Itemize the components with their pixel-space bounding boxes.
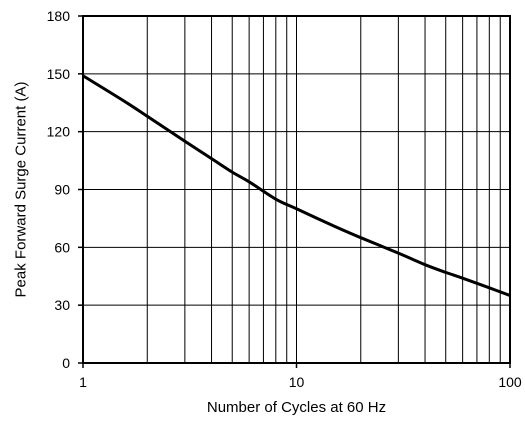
y-tick-label: 150 bbox=[47, 66, 71, 82]
tick-labels: 0 30 60 90 120 150 180 1 10 100 bbox=[47, 8, 522, 390]
y-tick-label: 60 bbox=[54, 239, 70, 255]
y-tick-label: 30 bbox=[54, 297, 70, 313]
x-axis-title: Number of Cycles at 60 Hz bbox=[207, 399, 386, 416]
grid bbox=[83, 16, 510, 363]
x-tick-label: 10 bbox=[289, 374, 305, 390]
y-tick-label: 90 bbox=[54, 182, 70, 198]
y-tick-label: 180 bbox=[47, 8, 71, 24]
y-axis-title: Peak Forward Surge Current (A) bbox=[12, 82, 29, 298]
x-tick-label: 1 bbox=[79, 374, 87, 390]
y-tick-label: 0 bbox=[62, 355, 70, 371]
y-tick-label: 120 bbox=[47, 124, 71, 140]
series-line bbox=[82, 74, 511, 297]
x-tick-label: 100 bbox=[498, 374, 522, 390]
